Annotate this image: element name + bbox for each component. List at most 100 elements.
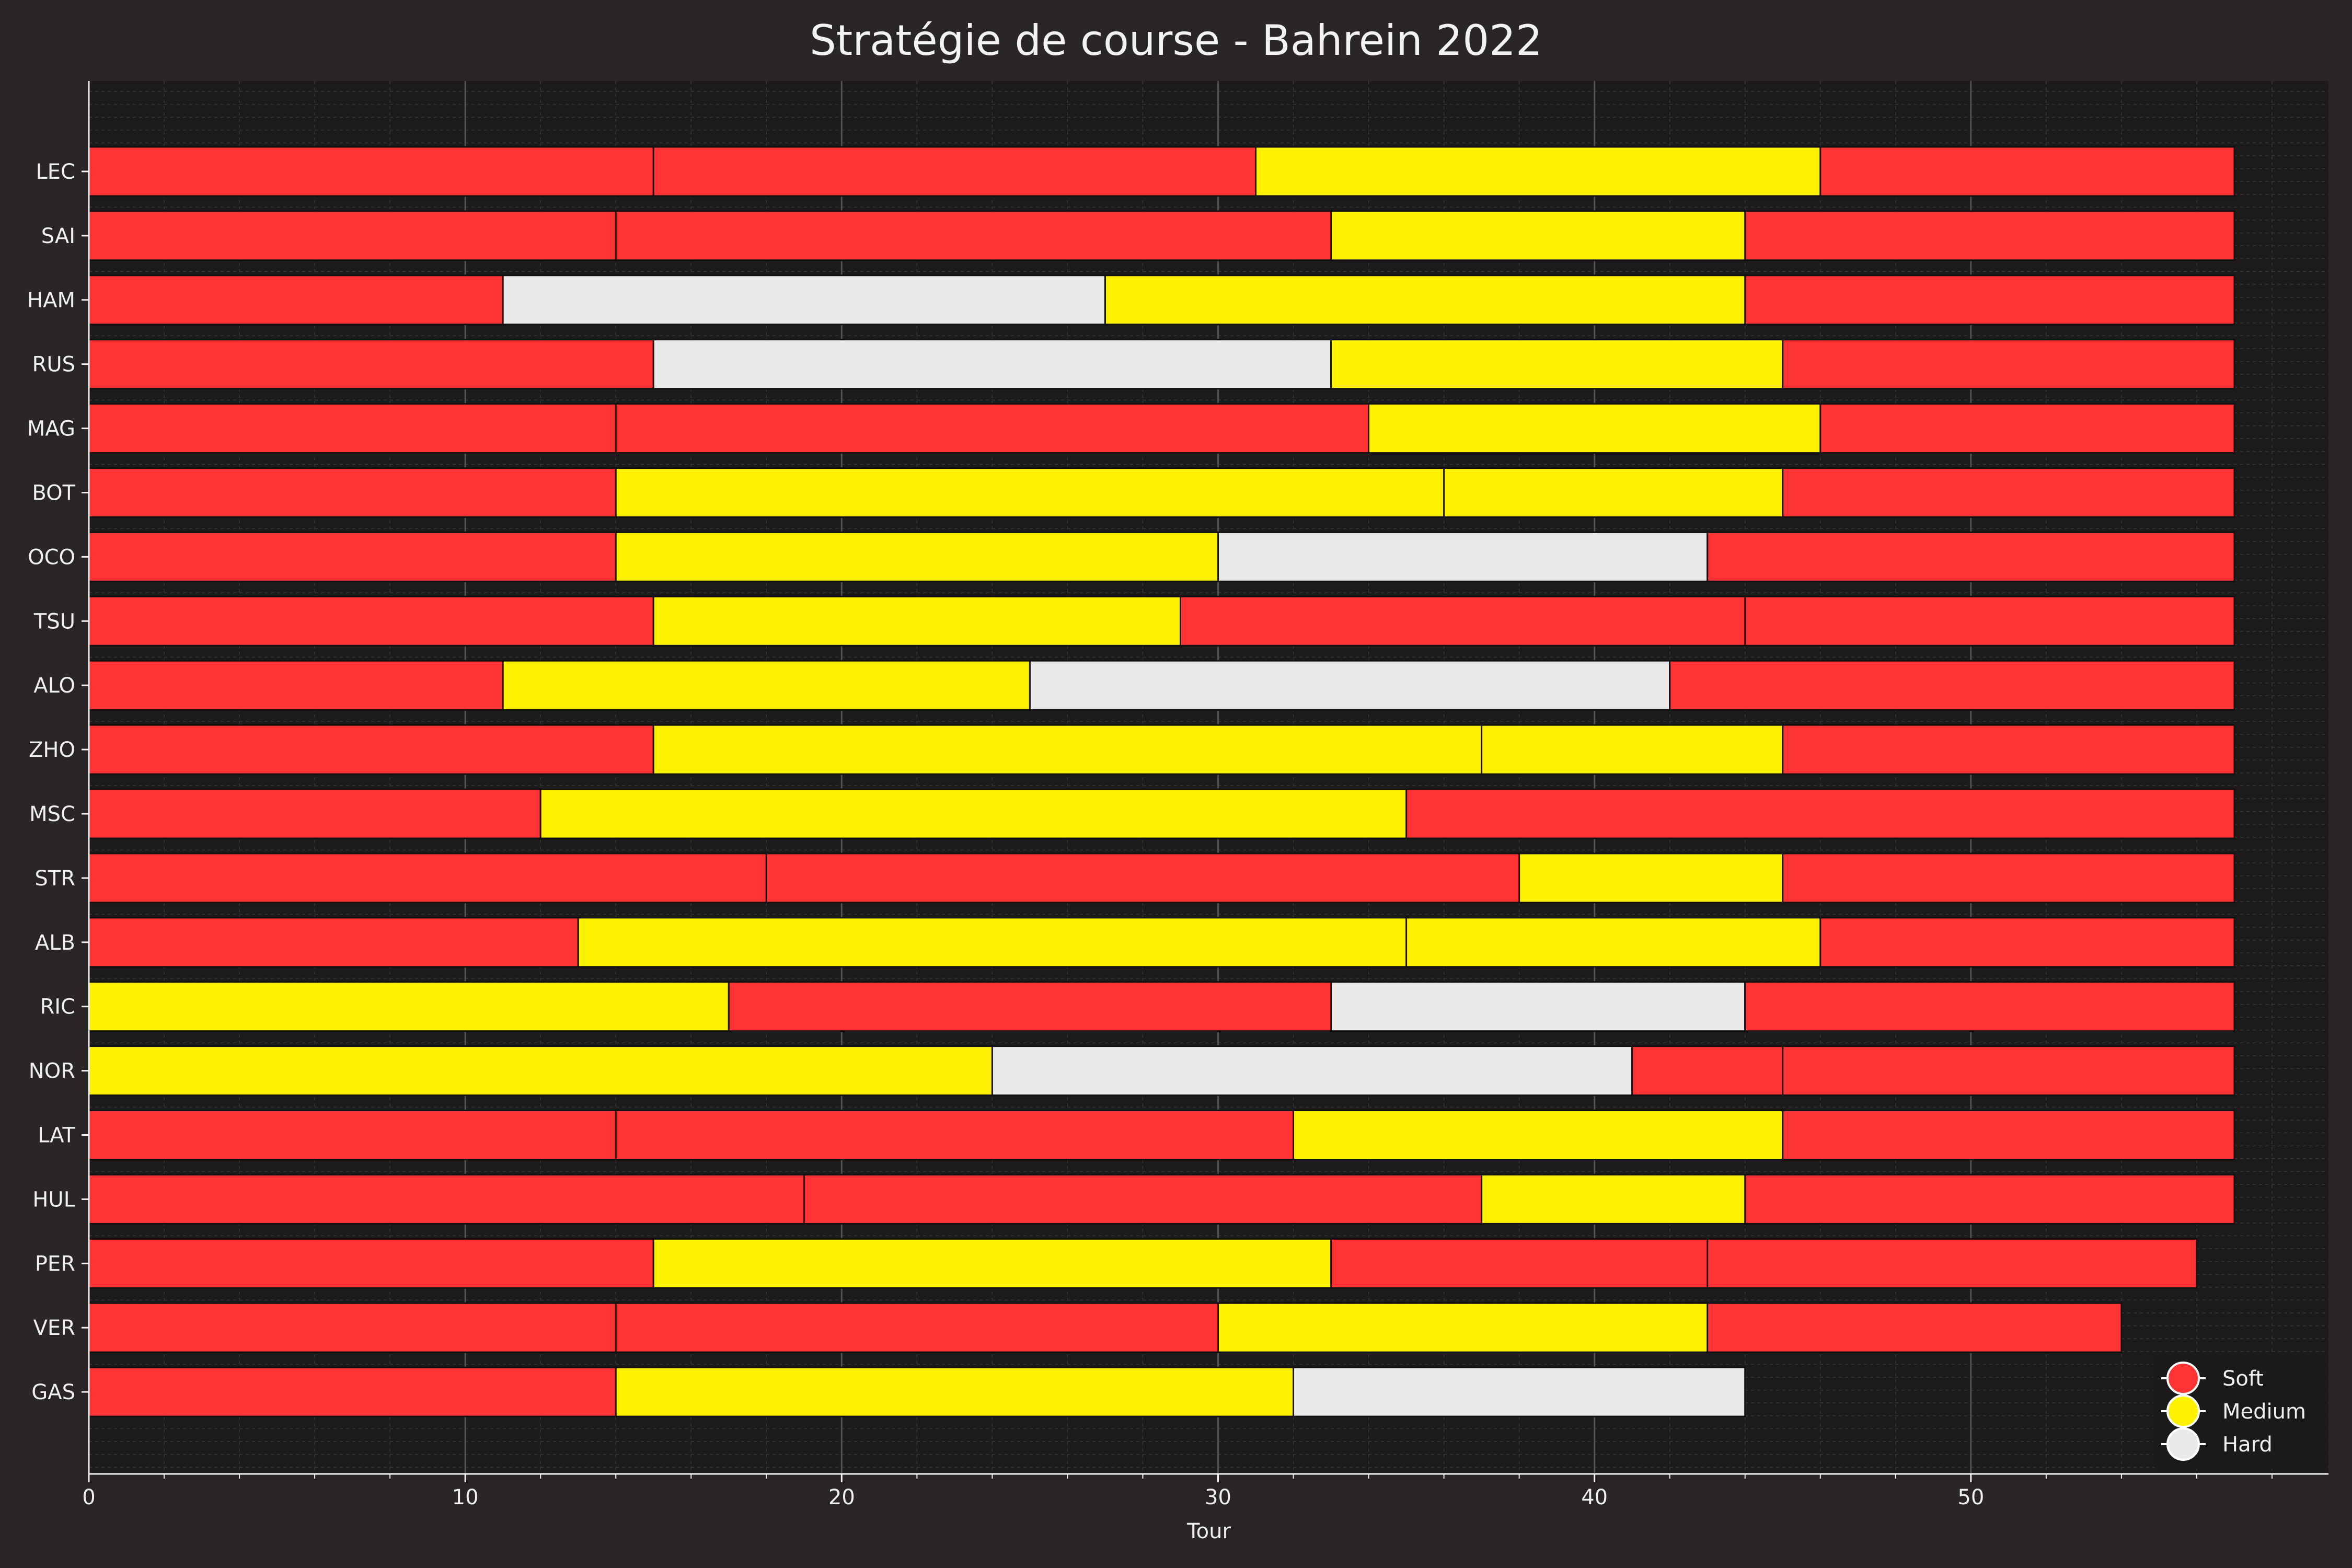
axis-ticks: 0 10 20 30 40 50 LEC SAI HAM RUS MAG BOT OCO TSU ALO ZH… <box>27 81 2328 1509</box>
y-tick-label-zho: ZHO <box>29 738 75 762</box>
stint-bar-sai-soft <box>88 210 617 261</box>
y-tick-label-lec: LEC <box>36 160 76 184</box>
stint-bar-ham-hard <box>502 274 1106 326</box>
stint-bar-zho-medium <box>652 724 1483 775</box>
stint-bar-per-soft <box>88 1238 654 1289</box>
stint-bar-nor-soft <box>1631 1045 1784 1097</box>
stint-bar-mag-soft <box>88 403 617 454</box>
stint-bar-ric-medium <box>88 981 730 1032</box>
stint-bar-alo-medium <box>502 660 1031 711</box>
stint-bar-sai-medium <box>1330 210 1746 261</box>
stint-bar-tsu-medium <box>652 595 1181 647</box>
stint-bar-msc-soft <box>1405 788 2235 839</box>
x-axis-title: Tour <box>1186 1519 1231 1543</box>
stint-bar-oco-soft <box>1707 531 2235 582</box>
x-tick-label: 0 <box>82 1485 95 1509</box>
stint-bar-ric-soft <box>728 981 1332 1032</box>
stint-bar-ver-medium <box>1217 1302 1709 1353</box>
stint-bar-nor-soft <box>1782 1045 2235 1097</box>
x-tick-label: 10 <box>452 1485 479 1509</box>
legend-label-soft: Soft <box>2222 1367 2264 1391</box>
y-tick-label-ric: RIC <box>40 995 75 1019</box>
stint-bar-mag-medium <box>1368 403 1821 454</box>
stint-bar-alo-hard <box>1029 660 1671 711</box>
y-tick-label-hul: HUL <box>32 1187 75 1212</box>
stint-bar-nor-hard <box>991 1045 1633 1097</box>
stint-bar-str-soft <box>88 852 767 904</box>
y-tick-label-per: PER <box>35 1252 75 1276</box>
stint-bar-bot-medium <box>1443 467 1784 518</box>
stint-bar-lec-medium <box>1255 146 1821 197</box>
y-tick-label-ham: HAM <box>27 289 75 313</box>
stint-bar-gas-hard <box>1293 1366 1746 1417</box>
stint-bar-bot-soft <box>88 467 617 518</box>
stint-bar-ham-soft <box>1744 274 2235 326</box>
stint-bar-oco-hard <box>1217 531 1709 582</box>
y-tick-label-alo: ALO <box>33 674 75 698</box>
chart-title: Stratégie de course - Bahrein 2022 <box>810 16 1542 65</box>
stint-bar-str-medium <box>1518 852 1784 904</box>
stint-bar-str-soft <box>765 852 1520 904</box>
stint-bar-alb-medium <box>1405 917 1821 968</box>
stint-bar-alb-medium <box>577 917 1408 968</box>
stint-bar-lat-soft <box>88 1110 617 1160</box>
stint-bar-bot-medium <box>615 467 1445 518</box>
y-tick-label-oco: OCO <box>28 545 75 569</box>
stint-bar-msc-medium <box>539 788 1408 839</box>
stint-bar-oco-medium <box>615 531 1219 582</box>
stint-bar-gas-medium <box>615 1366 1295 1417</box>
y-tick-label-gas: GAS <box>31 1380 75 1404</box>
stint-bar-hul-soft <box>803 1173 1483 1225</box>
stint-bar-per-medium <box>652 1238 1332 1289</box>
stint-bar-oco-soft <box>88 531 617 582</box>
stint-bar-alo-soft <box>88 660 504 711</box>
x-tick-label: 30 <box>1205 1485 1231 1509</box>
stint-bar-lec-soft <box>88 146 654 197</box>
stint-bar-tsu-soft <box>1744 595 2235 647</box>
stint-bar-tsu-soft <box>1179 595 1746 647</box>
stint-bar-ric-soft <box>1744 981 2235 1032</box>
stint-bar-nor-medium <box>88 1045 993 1097</box>
y-tick-label-rus: RUS <box>32 353 75 377</box>
stint-bar-lec-soft <box>652 146 1257 197</box>
stint-bar-lat-soft <box>1782 1110 2235 1160</box>
stint-bar-ver-soft <box>88 1302 617 1353</box>
stint-bar-gas-soft <box>88 1366 617 1417</box>
x-tick-label: 50 <box>1957 1485 1984 1509</box>
stint-bar-alb-soft <box>88 917 579 968</box>
stint-bar-hul-medium <box>1481 1173 1746 1225</box>
stint-bar-ver-soft <box>1707 1302 2123 1353</box>
y-tick-label-alb: ALB <box>35 931 75 955</box>
stint-bar-ham-medium <box>1104 274 1746 326</box>
stint-bar-lat-soft <box>615 1110 1295 1160</box>
stint-bar-bot-soft <box>1782 467 2235 518</box>
x-tick-label: 20 <box>828 1485 855 1509</box>
stint-bars <box>88 146 2235 1417</box>
stint-bar-per-soft <box>1330 1238 1709 1289</box>
stint-bar-msc-soft <box>88 788 541 839</box>
y-tick-label-tsu: TSU <box>33 609 75 633</box>
stint-bar-alb-soft <box>1819 917 2235 968</box>
stint-bar-sai-soft <box>1744 210 2235 261</box>
stint-bar-per-soft <box>1707 1238 2198 1289</box>
y-tick-label-ver: VER <box>33 1316 75 1340</box>
y-tick-label-bot: BOT <box>32 481 75 505</box>
stint-bar-tsu-soft <box>88 595 654 647</box>
stint-bar-alo-soft <box>1669 660 2235 711</box>
stint-bar-sai-soft <box>615 210 1332 261</box>
stint-bar-hul-soft <box>1744 1173 2235 1225</box>
stint-bar-rus-soft <box>1782 339 2235 390</box>
y-tick-label-nor: NOR <box>29 1059 75 1083</box>
stint-bar-zho-medium <box>1481 724 1784 775</box>
stint-bar-ham-soft <box>88 274 504 326</box>
y-tick-label-msc: MSC <box>29 802 75 826</box>
stint-bar-lat-medium <box>1293 1110 1784 1160</box>
stint-bar-hul-soft <box>88 1173 805 1225</box>
y-tick-label-sai: SAI <box>41 224 75 248</box>
stint-bar-rus-medium <box>1330 339 1784 390</box>
stint-bar-zho-soft <box>88 724 654 775</box>
legend-label-medium: Medium <box>2222 1400 2306 1424</box>
x-tick-label: 40 <box>1581 1485 1608 1509</box>
